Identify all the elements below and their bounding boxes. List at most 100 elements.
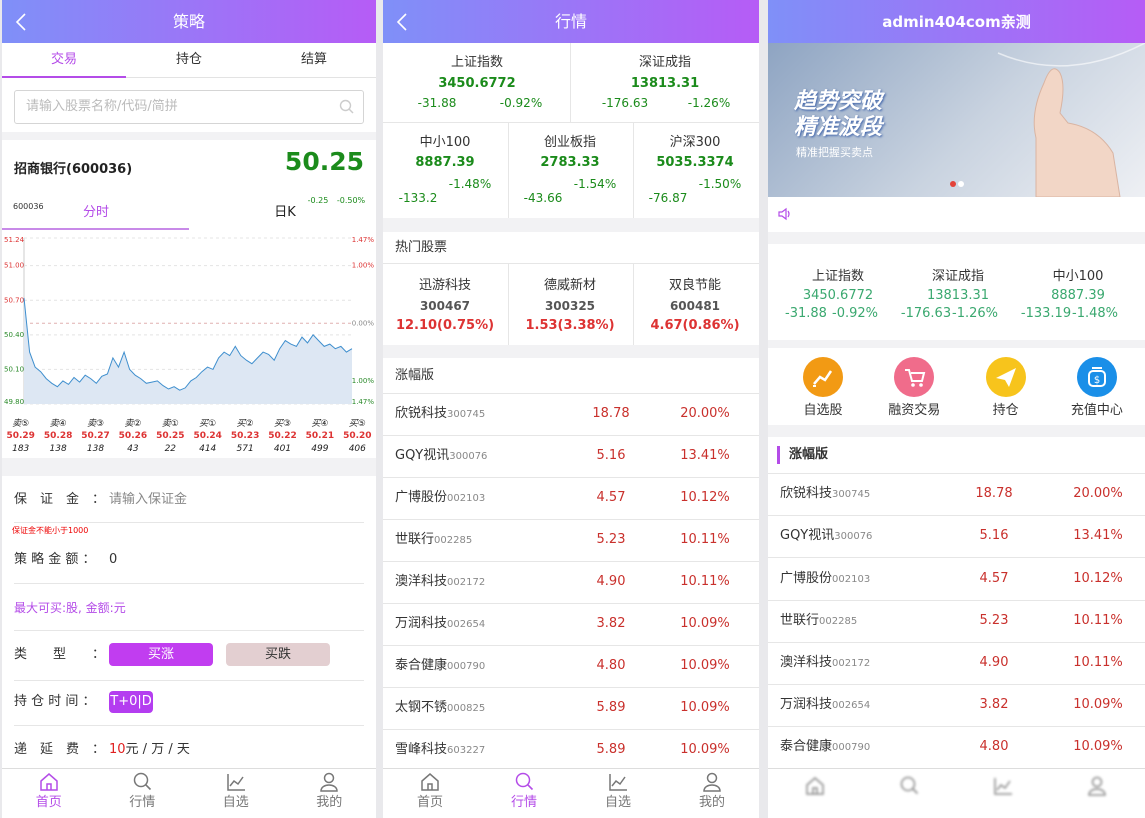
stock-code: 600036 (13, 202, 44, 211)
order-volume: 43 (127, 444, 139, 454)
shortcut-label[interactable]: 自选股 (803, 403, 843, 418)
index-name: 沪深300 (669, 135, 721, 150)
divider (383, 393, 759, 394)
shortcut-label[interactable]: 持仓 (992, 403, 1019, 418)
nav-label[interactable]: 我的 (316, 795, 343, 810)
index-change: -176.63 (900, 306, 952, 321)
icon-shape (611, 776, 626, 787)
nav-icon[interactable] (701, 771, 723, 793)
nav-label[interactable]: 首页 (416, 795, 443, 810)
buy-up-button-text[interactable]: 买涨 (147, 647, 174, 662)
nav-icon[interactable] (225, 771, 247, 793)
stock-row-name: 太钢不锈000825 (395, 697, 485, 719)
stock-code: 000825 (447, 703, 486, 714)
stock-row-name: 世联行002285 (780, 610, 857, 632)
buy-down-button-text[interactable]: 买跌 (264, 647, 291, 662)
divider (383, 263, 759, 264)
icon (396, 13, 407, 31)
order-volume: 183 (12, 444, 30, 454)
search-box[interactable] (14, 90, 364, 124)
index-name: 创业板指 (543, 135, 596, 150)
banner-title: 精准波段 (794, 115, 883, 140)
chart-tab-underline (2, 228, 189, 230)
index-change: -133.19 (1020, 306, 1072, 321)
order-volume: 22 (164, 444, 177, 454)
chart-tab[interactable]: 分时 (82, 205, 109, 220)
hold-button[interactable]: T+0|D (109, 691, 153, 713)
gainers-area (768, 437, 1145, 768)
hot-name[interactable]: 德威新材 (543, 278, 596, 293)
divider (768, 641, 1145, 643)
hot-name[interactable]: 迅游科技 (418, 278, 471, 293)
shortcut-label[interactable]: 充值中心 (1070, 403, 1123, 418)
nav-label[interactable]: 自选 (604, 795, 631, 810)
order-label: 卖④ (49, 419, 67, 429)
form-label: 策 略 金 额 ： (14, 552, 96, 567)
nav-icon[interactable] (607, 771, 629, 793)
shortcut-icon[interactable] (893, 356, 935, 398)
stock-name: 万润科技 (780, 697, 833, 713)
margin-input[interactable]: 请输入保证金 (109, 492, 188, 507)
nav-icon[interactable] (513, 771, 535, 793)
nav-icon[interactable] (131, 771, 153, 793)
nav-icon[interactable] (318, 771, 340, 793)
tab[interactable]: 持仓 (175, 52, 202, 67)
divider (768, 473, 1145, 474)
icon-shape (1088, 788, 1106, 796)
index-area (383, 43, 759, 218)
nav-icon[interactable] (38, 771, 60, 793)
hot-name[interactable]: 双良节能 (668, 278, 721, 293)
icon (994, 778, 1012, 795)
icon-shape (427, 783, 433, 790)
icon-shape (912, 788, 919, 795)
order-volume: 138 (49, 444, 67, 454)
hold-button-text[interactable]: T+0|D (110, 694, 152, 709)
shortcut-icon[interactable]: $ (1076, 356, 1118, 398)
chart-tab[interactable]: 日K (274, 205, 296, 220)
intraday-area (24, 297, 352, 404)
index-pct: -1.54% (573, 177, 617, 191)
divider (383, 729, 759, 730)
divider (570, 43, 571, 122)
stock-name: 世联行 (780, 612, 820, 628)
stock-pct: 10.09% (680, 616, 730, 631)
back-button[interactable] (14, 12, 28, 32)
header-bar (383, 0, 759, 43)
stock-row-name: 欣锐科技300745 (780, 483, 870, 505)
buy-up-button[interactable]: 买涨 (109, 643, 213, 666)
nav-label[interactable]: 行情 (129, 795, 156, 810)
search-placeholder[interactable]: 请输入股票名称/代码/简拼 (26, 99, 178, 114)
stock-name: 万润科技 (395, 616, 448, 631)
shortcut-icon[interactable] (802, 356, 844, 398)
bottom-nav (2, 768, 376, 818)
nav-label[interactable]: 首页 (35, 795, 62, 810)
icon-shape (396, 13, 407, 31)
nav-label[interactable]: 自选 (222, 795, 249, 810)
nav-label[interactable]: 我的 (698, 795, 725, 810)
divider (768, 684, 1145, 685)
nav-icon[interactable] (419, 771, 441, 793)
icon-shape (919, 383, 924, 387)
stock-pct: 10.09% (1073, 739, 1123, 755)
stock-code: 002172 (447, 577, 486, 588)
shortcut-label[interactable]: 融资交易 (888, 403, 941, 418)
index-name: 中小100 (419, 135, 471, 150)
icon-shape (227, 774, 245, 791)
divider (14, 522, 364, 523)
fee-row: 10元 / 万 / 天 (109, 739, 190, 761)
order-volume: 406 (348, 444, 366, 454)
nav-label[interactable]: 行情 (510, 795, 537, 810)
search-icon[interactable] (338, 98, 356, 116)
tab[interactable]: 结算 (300, 52, 327, 67)
tab[interactable]: 交易 (50, 52, 77, 67)
index-value: 8887.39 (1051, 288, 1105, 303)
back-button[interactable] (395, 12, 409, 32)
stock-price: 4.80 (596, 658, 626, 673)
shortcut-icon[interactable] (985, 356, 1027, 398)
divider (768, 557, 1145, 559)
order-volume: 414 (199, 444, 217, 454)
stock-pct: 20.00% (1073, 486, 1123, 502)
index-change: -43.66 (523, 191, 563, 205)
buy-down-button[interactable]: 买跌 (226, 643, 330, 666)
index-change: -133.2 (398, 191, 438, 205)
